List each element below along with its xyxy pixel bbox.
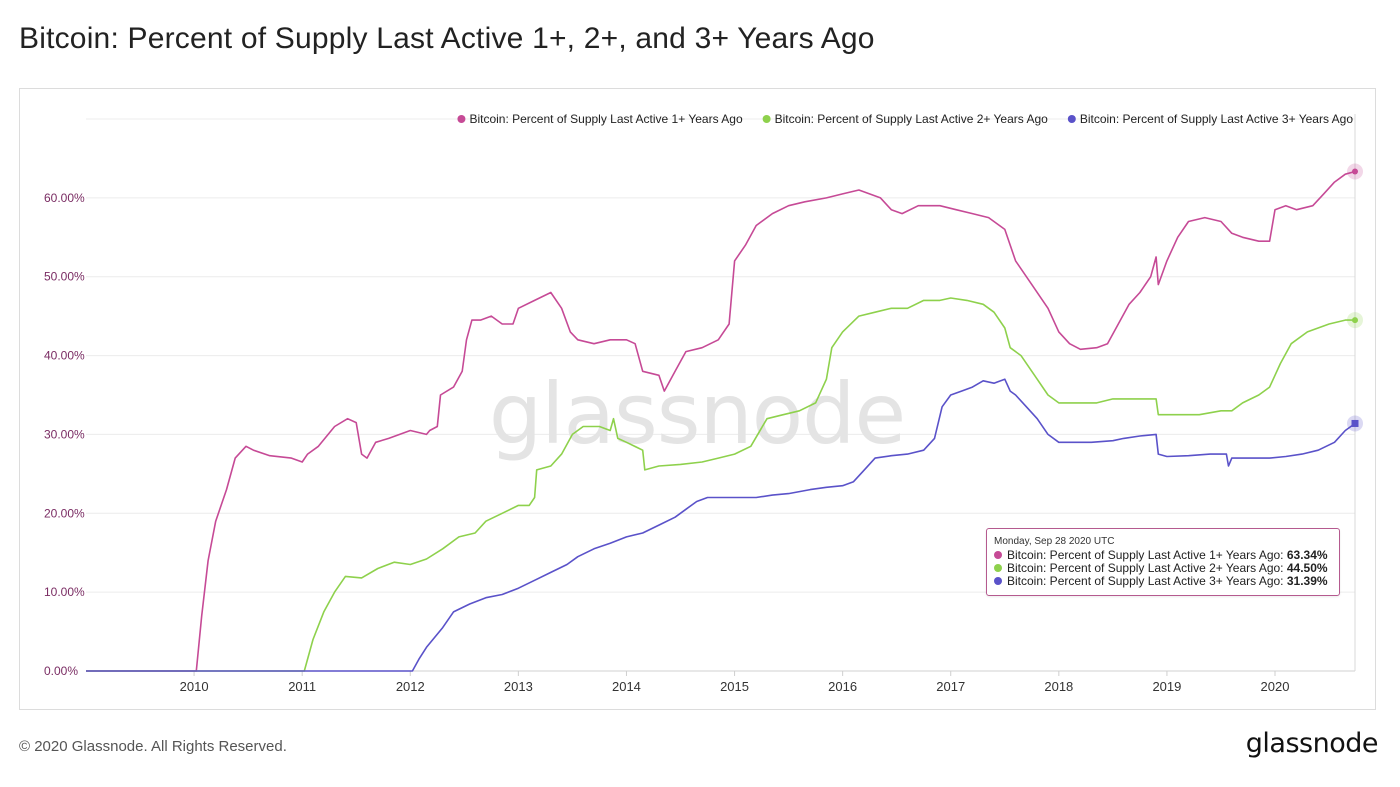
end-marker	[1352, 168, 1358, 175]
tooltip-value: 31.39%	[1286, 574, 1328, 588]
page-title: Bitcoin: Percent of Supply Last Active 1…	[19, 22, 875, 55]
tooltip-value: 63.34%	[1286, 548, 1328, 562]
y-tick-label: 30.00%	[44, 427, 85, 441]
copyright-text: © 2020 Glassnode. All Rights Reserved.	[19, 738, 287, 755]
series-group	[86, 170, 1356, 672]
series-1y-dot-icon	[994, 551, 1002, 559]
series-2y-dot-icon	[994, 564, 1002, 572]
legend-dot-icon	[457, 115, 466, 123]
y-axis: 0.00% 10.00% 20.00% 30.00% 40.00% 50.00% 60.00…	[44, 191, 85, 678]
gridlines	[86, 118, 1355, 672]
x-axis: 2010 2011 2012 2013 2014 2015 2016 2017 2018 2019…	[86, 670, 1355, 694]
legend-label-2: Bitcoin: Percent of Supply Last Active 2…	[775, 112, 1049, 126]
tooltip-label: Bitcoin: Percent of Supply Last Active 2…	[1007, 561, 1284, 575]
y-tick-label: 20.00%	[44, 506, 85, 520]
x-tick-label: 2016	[828, 679, 857, 694]
x-tick-label: 2013	[504, 679, 533, 694]
x-tick-label: 2012	[396, 679, 425, 694]
x-tick-label: 2011	[288, 679, 316, 694]
y-tick-label: 60.00%	[44, 191, 85, 205]
x-tick-label: 2018	[1044, 679, 1073, 694]
series-line-3	[86, 378, 1356, 672]
end-marker	[1351, 419, 1359, 427]
legend-label-1: Bitcoin: Percent of Supply Last Active 1…	[469, 112, 743, 126]
y-tick-label: 10.00%	[44, 585, 85, 599]
end-markers	[1347, 163, 1363, 432]
x-tick-label: 2019	[1152, 679, 1181, 694]
x-tick-label: 2020	[1261, 679, 1290, 694]
y-tick-label: 40.00%	[44, 349, 85, 363]
tooltip-label: Bitcoin: Percent of Supply Last Active 1…	[1007, 548, 1284, 562]
series-line-1	[86, 170, 1356, 672]
glassnode-logo[interactable]: glassnode	[1245, 728, 1379, 759]
end-marker	[1352, 317, 1358, 324]
x-tick-label: 2014	[612, 679, 641, 694]
watermark: glassnode	[489, 365, 905, 463]
tooltip: Monday, Sep 28 2020 UTC Bitcoin: Percent…	[986, 528, 1340, 596]
tooltip-row-1y: Bitcoin: Percent of Supply Last Active 1…	[994, 549, 1332, 562]
tooltip-row-3y: Bitcoin: Percent of Supply Last Active 3…	[994, 575, 1332, 588]
chart-frame: glassnode 0.00% 10.00% 20.00% 30.00% 40.00% 5…	[19, 88, 1376, 710]
y-tick-label: 0.00%	[44, 664, 78, 678]
legend-dot-icon	[1067, 115, 1076, 123]
tooltip-label: Bitcoin: Percent of Supply Last Active 3…	[1007, 574, 1284, 588]
legend-dot-icon	[762, 115, 771, 123]
series-line-2	[86, 297, 1355, 672]
legend: Bitcoin: Percent of Supply Last Active 1…	[457, 112, 1353, 126]
x-tick-label: 2010	[180, 679, 209, 694]
tooltip-value: 44.50%	[1286, 561, 1328, 575]
x-tick-label: 2015	[720, 679, 749, 694]
y-tick-label: 50.00%	[44, 270, 85, 284]
tooltip-date: Monday, Sep 28 2020 UTC	[994, 536, 1115, 547]
legend-label-3: Bitcoin: Percent of Supply Last Active 3…	[1080, 112, 1354, 126]
x-tick-label: 2017	[936, 679, 965, 694]
series-3y-dot-icon	[994, 577, 1002, 585]
tooltip-row-2y: Bitcoin: Percent of Supply Last Active 2…	[994, 562, 1332, 575]
chart-svg[interactable]: glassnode 0.00% 10.00% 20.00% 30.00% 40.00% 5…	[20, 89, 1377, 711]
